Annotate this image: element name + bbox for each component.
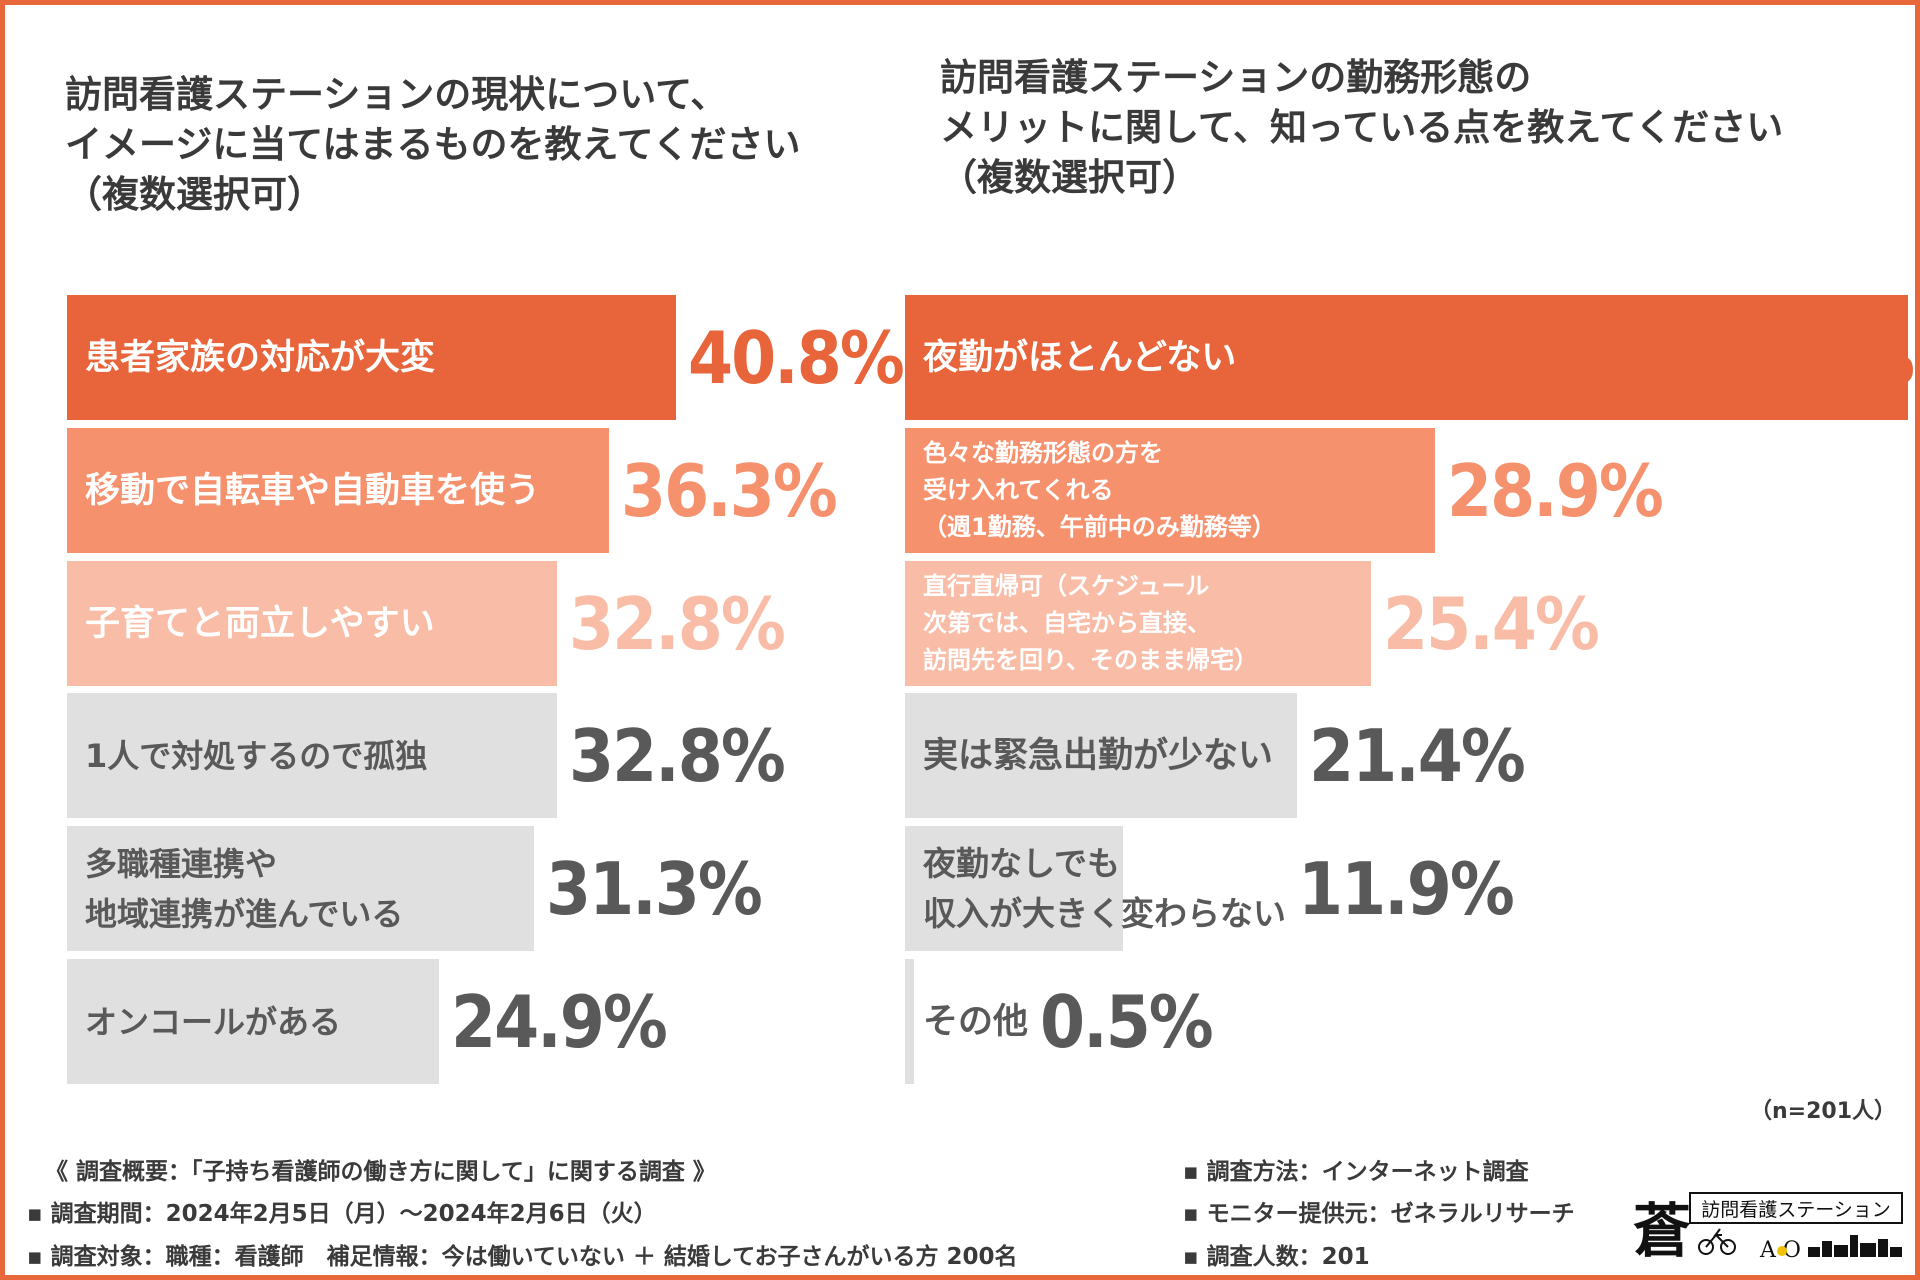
- value-label-5: 11.9%: [1298, 846, 1515, 931]
- bar-label-5-line-1: 夜勤なしでも: [923, 843, 1121, 883]
- bar-label-4: 実は緊急出勤が少ない: [923, 731, 1273, 781]
- left-chart-title: 訪問看護ステーションの現状について、 イメージに当てはまるものを教えてください …: [65, 70, 801, 220]
- value-label-3: 25.4%: [1383, 581, 1600, 666]
- left-title-line-2: イメージに当てはまるものを教えてください: [65, 123, 801, 166]
- company-logo: 蒼 訪問看護ステーション A O: [1630, 1185, 1910, 1275]
- value-label-3: 32.8%: [569, 581, 786, 666]
- bar-label-5: 夜勤なしでも収入が大きく変わらない: [923, 839, 1286, 939]
- bar-label-5-line-2: 収入が大きく変わらない: [923, 893, 1286, 933]
- value-label-1: 40.8%: [688, 315, 905, 400]
- bar-label-1: 患者家族の対応が大変: [85, 333, 435, 383]
- bar-label-2-line-1: 移動で自転車や自動車を使う: [85, 470, 541, 511]
- bar-label-1-line-1: 患者家族の対応が大変: [85, 337, 436, 378]
- bar-label-3-line-1: 直行直帰可（スケジュール: [923, 572, 1210, 600]
- value-label-6: 24.9%: [451, 979, 668, 1064]
- bar-label-2-line-2: 受け入れてくれる: [923, 476, 1114, 504]
- bar-1: [905, 295, 1908, 420]
- value-label-6: 0.5%: [1040, 979, 1214, 1064]
- bar-label-3-line-1: 子育てと両立しやすい: [85, 603, 435, 644]
- value-label-4: 32.8%: [569, 713, 786, 798]
- bar-label-5: 多職種連携や地域連携が進んでいる: [85, 839, 403, 939]
- bar-3: [67, 561, 557, 686]
- bar-label-3: 子育てと両立しやすい: [85, 599, 435, 649]
- bar-3: [905, 561, 1371, 686]
- bar-label-6-line-1: オンコールがある: [85, 1002, 342, 1041]
- survey-count: ▪ 調査人数：201: [1183, 1244, 1370, 1270]
- survey-period: ▪ 調査期間：2024年2月5日（月）～2024年2月6日（火）: [27, 1201, 657, 1227]
- bar-5: [67, 826, 534, 951]
- bar-label-4-line-1: 実は緊急出勤が少ない: [923, 735, 1274, 776]
- value-label-4: 21.4%: [1309, 713, 1526, 798]
- sample-size-note: （n=201人）: [1750, 1099, 1897, 1124]
- bar-2: [905, 428, 1435, 553]
- bar-1: [67, 295, 676, 420]
- bar-label-2-line-3: （週1勤務、午前中のみ勤務等）: [923, 513, 1276, 541]
- bar-4: [905, 693, 1297, 818]
- logo-name-box: [1689, 1192, 1903, 1224]
- bar-label-3: 直行直帰可（スケジュール 次第では、自宅から直接、訪問先を回り、そのまま帰宅）: [923, 568, 1258, 679]
- value-label-2: 28.9%: [1447, 448, 1664, 533]
- left-title-line-3: （複数選択可）: [65, 173, 324, 216]
- bar-label-1-line-1: 夜勤がほとんどない: [923, 337, 1237, 378]
- bar-label-3-line-2: 次第では、自宅から直接、: [923, 609, 1211, 637]
- bar-4: [67, 693, 557, 818]
- bar-label-6-line-1: その他: [923, 1001, 1029, 1042]
- bar-label-4-line-1: 1人で対処するので孤独: [85, 736, 428, 775]
- right-title-line-3: （複数選択可）: [940, 156, 1199, 199]
- bar-label-2-line-1: 色々な勤務形態の方を: [923, 439, 1163, 467]
- bicycle-icon: [1698, 1228, 1736, 1255]
- right-title-line-2: メリットに関して、知っている点を教えてください: [940, 106, 1784, 149]
- survey-monitor: ▪ モニター提供元：ゼネラルリサーチ: [1183, 1201, 1575, 1227]
- value-label-5: 31.3%: [546, 846, 763, 931]
- bar-2: [67, 428, 609, 553]
- town-skyline-icon: [1808, 1235, 1902, 1257]
- bar-label-3-line-3: 訪問先を回り、そのまま帰宅）: [923, 646, 1259, 674]
- bar-label-2: 色々な勤務形態の方を 受け入れてくれる （週1勤務、午前中のみ勤務等）: [923, 435, 1276, 546]
- value-label-1: 54.7%: [1698, 315, 1915, 400]
- logo-dot-icon: [1777, 1246, 1787, 1256]
- survey-target: ▪ 調査対象：職種：看護師 補足情報：今は働いていない ＋ 結婚してお子さんがい…: [27, 1244, 1018, 1270]
- bar-6: [905, 959, 914, 1084]
- logo-kanji: 蒼: [1633, 1197, 1691, 1265]
- logo-name-text: 訪問看護ステーション: [1701, 1199, 1891, 1221]
- bar-label-6: オンコールがある: [85, 997, 341, 1047]
- survey-method: ▪ 調査方法：インターネット調査: [1183, 1159, 1529, 1185]
- bar-label-1: 夜勤がほとんどない: [923, 333, 1236, 383]
- bar-label-2: 移動で自転車や自動車を使う: [85, 466, 540, 516]
- logo-graphic: 蒼 訪問看護ステーション A O: [1633, 1192, 1903, 1265]
- right-title-line-1: 訪問看護ステーションの勤務形態の: [940, 56, 1532, 99]
- bar-5: [905, 826, 1123, 951]
- bar-label-4: 1人で対処するので孤独: [85, 731, 427, 781]
- survey-summary: 《 調査概要：「子持ち看護師の働き方に関して」に関する調査 》: [45, 1159, 716, 1185]
- value-label-2: 36.3%: [621, 448, 838, 533]
- bar-label-6: その他: [923, 997, 1028, 1047]
- right-chart-title: 訪問看護ステーションの勤務形態の メリットに関して、知っている点を教えてください…: [940, 53, 1783, 203]
- bar-label-5-line-1: 多職種連携や: [85, 844, 278, 883]
- bar-6: [67, 959, 439, 1084]
- bar-label-5-line-2: 地域連携が進んでいる: [85, 894, 404, 933]
- left-title-line-1: 訪問看護ステーションの現状について、: [65, 73, 728, 116]
